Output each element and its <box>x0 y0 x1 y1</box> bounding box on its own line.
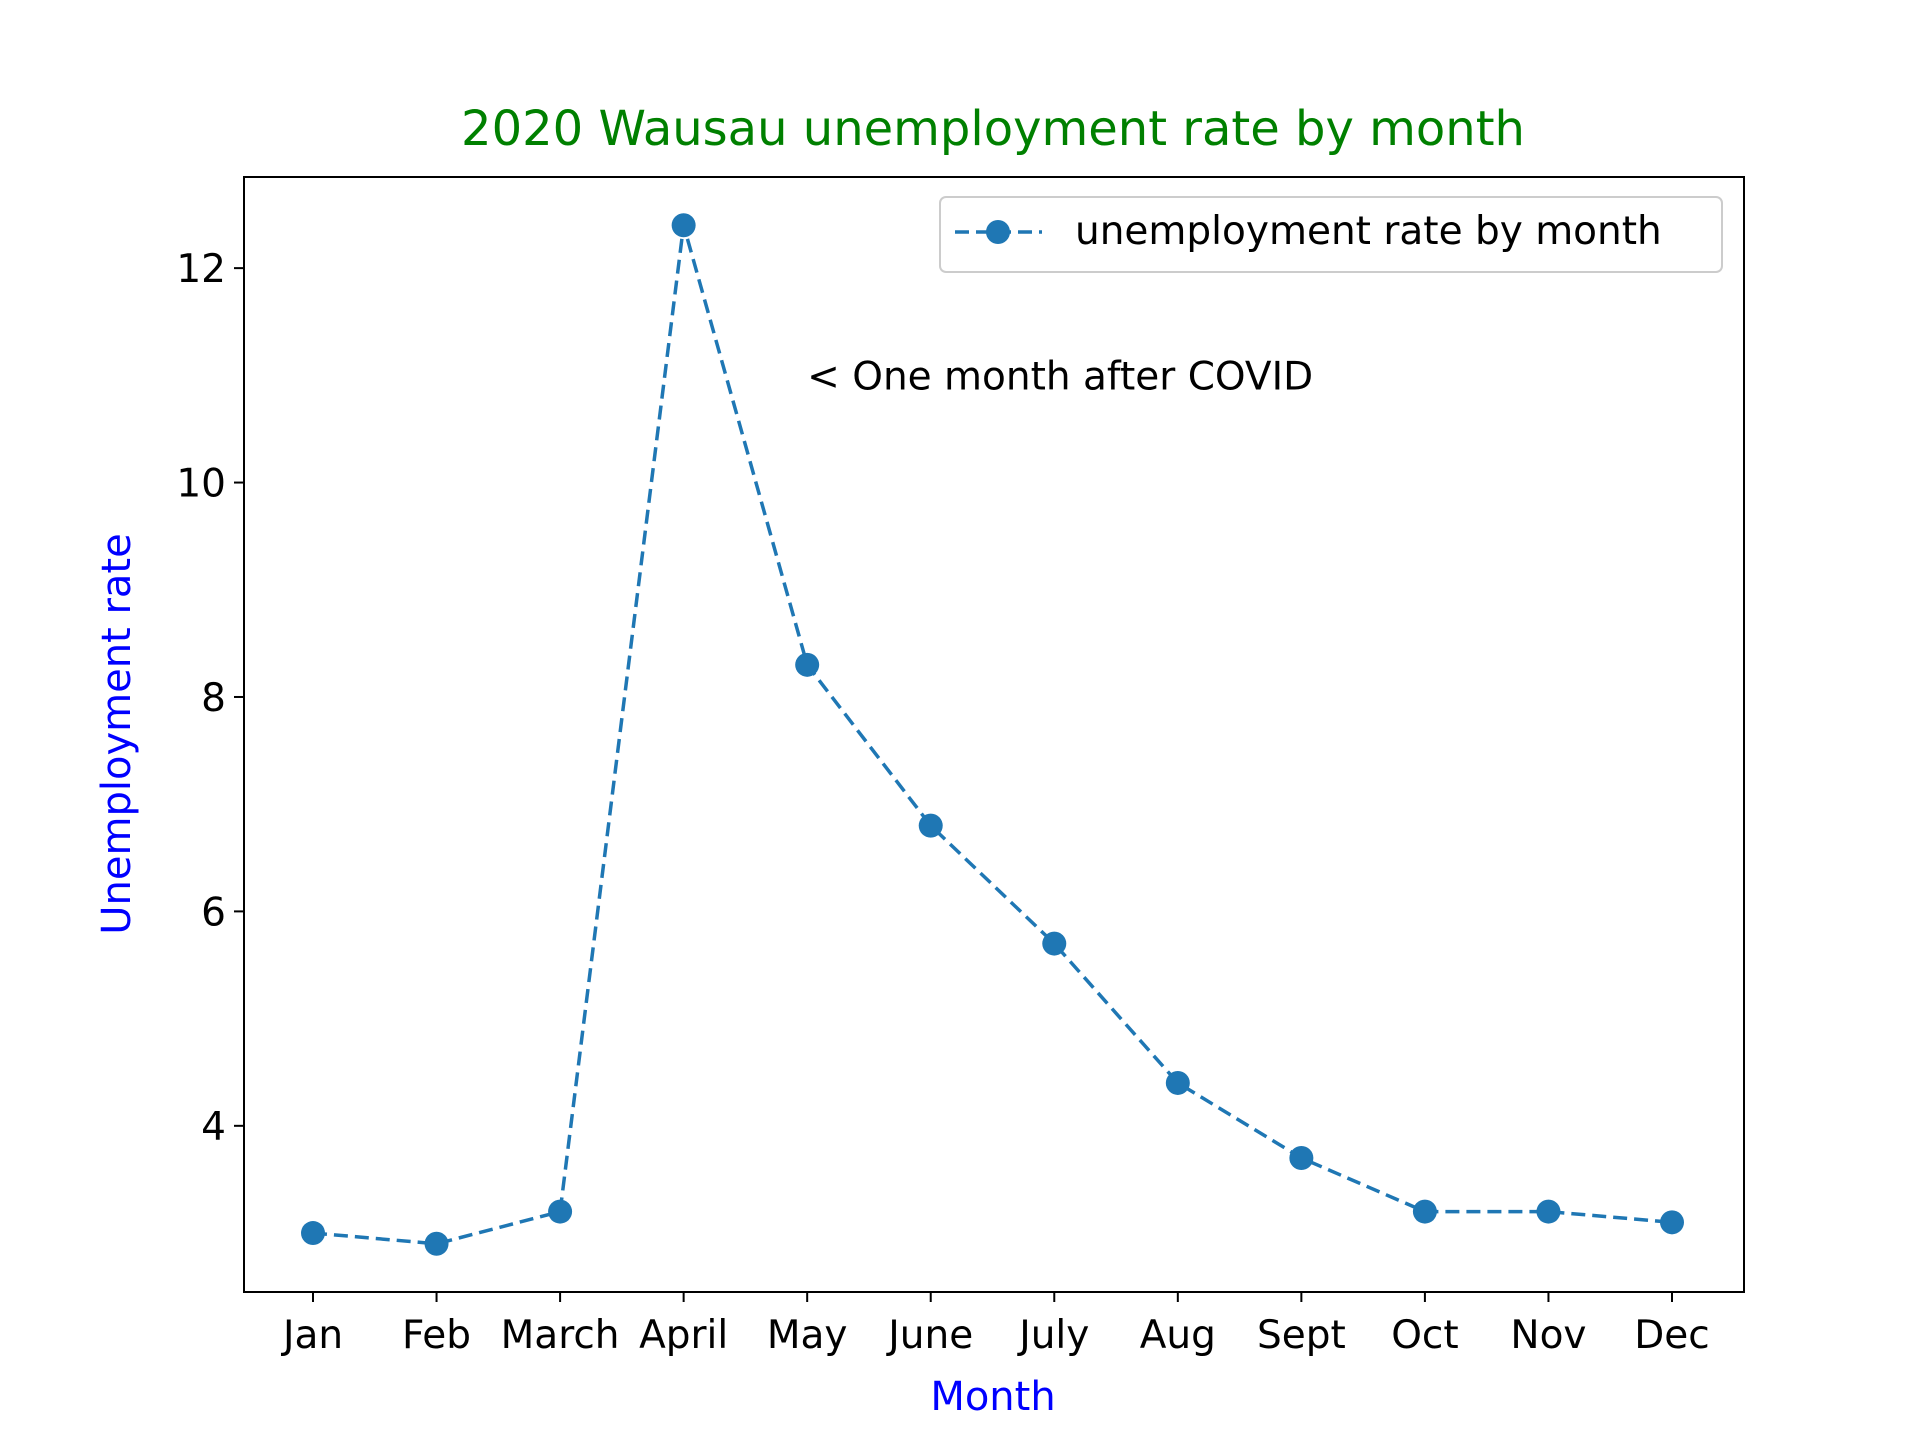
y-tick-label: 10 <box>176 462 226 507</box>
legend-marker <box>986 220 1010 244</box>
y-tick-label: 12 <box>176 247 226 292</box>
legend-label: unemployment rate by month <box>1075 209 1662 254</box>
data-point <box>1042 931 1067 956</box>
data-point <box>795 652 820 677</box>
x-axis-label: Month <box>930 1374 1055 1420</box>
legend: unemployment rate by month <box>939 196 1723 273</box>
x-tick-label: Jan <box>280 1313 343 1358</box>
y-axis: 4 6 8 10 12 <box>176 247 244 1150</box>
y-tick-label: 6 <box>201 890 226 935</box>
data-point <box>424 1231 449 1256</box>
x-tick-label: June <box>885 1313 973 1358</box>
data-point <box>1165 1070 1190 1095</box>
x-tick-label: Dec <box>1634 1313 1709 1358</box>
data-point <box>548 1199 573 1224</box>
x-tick-label: July <box>1016 1313 1089 1358</box>
data-point <box>1412 1199 1437 1224</box>
data-point <box>1536 1199 1561 1224</box>
y-tick-label: 8 <box>201 676 226 721</box>
chart-title: 2020 Wausau unemployment rate by month <box>461 101 1525 157</box>
data-point <box>1660 1210 1684 1235</box>
x-tick-label: March <box>501 1313 620 1358</box>
data-point <box>301 1221 325 1246</box>
x-tick-label: Sept <box>1257 1313 1346 1358</box>
x-tick-label: May <box>767 1313 848 1358</box>
y-tick-label: 4 <box>201 1105 226 1150</box>
data-point <box>671 213 696 238</box>
annotation-text: < One month after COVID <box>807 354 1313 399</box>
series-line <box>312 224 1673 1246</box>
x-tick-label: Feb <box>402 1313 471 1358</box>
x-axis: Jan Feb March April May June July Aug Sept Oct Nov… <box>280 1292 1710 1358</box>
x-tick-label: Oct <box>1391 1313 1458 1358</box>
x-tick-label: Aug <box>1140 1313 1216 1358</box>
data-point <box>1289 1145 1314 1170</box>
data-point <box>918 813 943 838</box>
x-tick-label: Nov <box>1510 1313 1586 1358</box>
y-axis-label: Unemployment rate <box>94 533 140 934</box>
plot-area-frame <box>243 176 1745 1293</box>
series-markers <box>301 213 1684 1256</box>
x-tick-label: April <box>639 1313 728 1358</box>
legend-box <box>939 196 1723 273</box>
